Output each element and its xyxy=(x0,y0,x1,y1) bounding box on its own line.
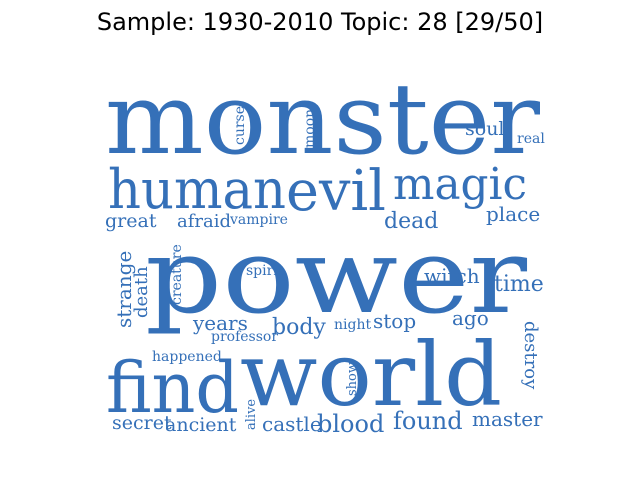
word-curse: curse xyxy=(232,106,248,145)
word-night: night xyxy=(334,317,371,333)
word-spirit: spirit xyxy=(246,263,284,279)
figure-title: Sample: 1930-2010 Topic: 28 [29/50] xyxy=(96,8,544,36)
word-dead: dead xyxy=(384,209,438,234)
word-strange: strange xyxy=(112,251,136,328)
word-great: great xyxy=(105,210,157,232)
word-happened: happened xyxy=(152,349,222,365)
word-alive: alive xyxy=(244,399,259,430)
word-find: find xyxy=(106,347,239,429)
word-world: world xyxy=(240,323,502,426)
word-show: show xyxy=(345,362,360,396)
word-castle: castle xyxy=(262,412,322,436)
word-magic: magic xyxy=(393,159,527,210)
word-moon: moon xyxy=(302,109,318,148)
word-stop: stop xyxy=(373,309,416,333)
word-human: human xyxy=(108,158,286,221)
word-blood: blood xyxy=(317,410,384,438)
word-monster: monster xyxy=(105,63,540,177)
word-destroy: destroy xyxy=(520,321,541,390)
word-evil: evil xyxy=(286,159,386,224)
word-ancient: ancient xyxy=(165,414,237,436)
word-years: years xyxy=(192,311,248,335)
word-ago: ago xyxy=(452,306,489,330)
word-witch: witch xyxy=(424,264,480,288)
word-afraid: afraid xyxy=(177,211,231,232)
word-secret: secret xyxy=(112,412,172,434)
word-power: power xyxy=(145,215,527,337)
word-real: real xyxy=(517,131,545,147)
word-creature: creature xyxy=(169,244,185,305)
word-professor: professor xyxy=(211,329,278,345)
word-found: found xyxy=(393,407,463,435)
word-death: death xyxy=(131,266,152,318)
word-vampire: vampire xyxy=(229,212,288,228)
word-master: master xyxy=(472,407,543,431)
word-time: time xyxy=(494,272,544,297)
word-place: place xyxy=(486,202,540,226)
word-soul: soul xyxy=(465,118,505,140)
word-body: body xyxy=(272,315,326,340)
